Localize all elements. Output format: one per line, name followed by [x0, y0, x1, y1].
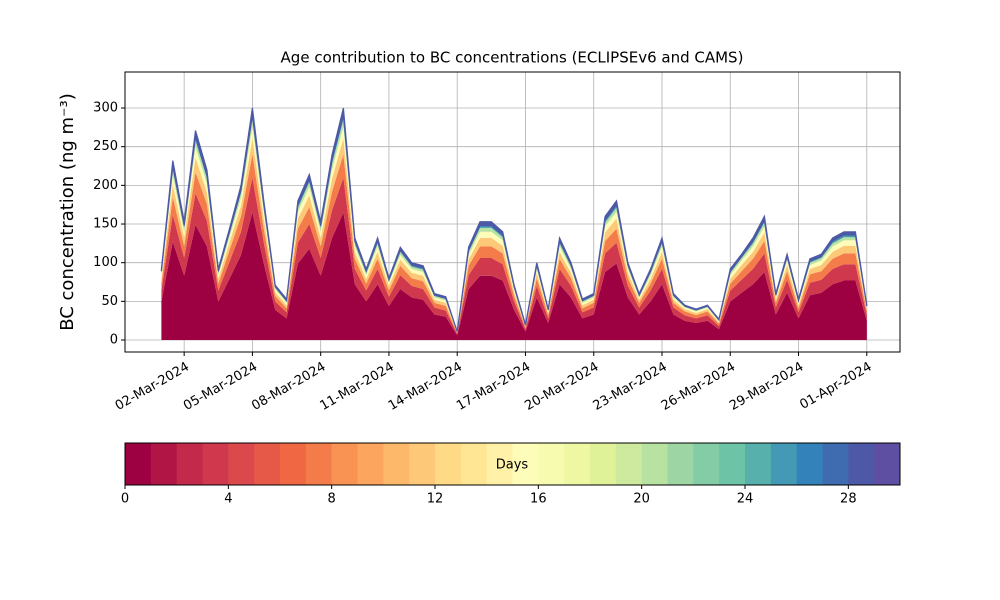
x-tick-label: 05-Mar-2024 [181, 360, 260, 414]
colorbar-bin [770, 443, 798, 485]
colorbar-label: Days [496, 458, 529, 473]
colorbar-bin [331, 443, 358, 485]
chart-title: Age contribution to BC concentrations (E… [281, 49, 744, 67]
area-layer [160, 107, 868, 332]
x-tick-label: 02-Mar-2024 [113, 360, 192, 414]
colorbar-bin [435, 443, 462, 485]
x-tick-label: 17-Mar-2024 [454, 360, 533, 414]
colorbar-bin [176, 443, 203, 485]
y-tick-label: 150 [93, 217, 118, 232]
axes-frame [124, 71, 901, 353]
colorbar-bin [564, 443, 591, 485]
colorbar-bin [796, 443, 823, 485]
area-layer [161, 126, 867, 333]
colorbar-tick-label: 20 [633, 492, 650, 507]
colorbar-bin [150, 443, 178, 485]
colorbar-tick-label: 8 [328, 492, 336, 507]
colorbar-bin [874, 443, 901, 485]
colorbar-bin [667, 443, 694, 485]
colorbar-bin [383, 443, 410, 485]
colorbar-bin [228, 443, 255, 485]
colorbar-bin [280, 443, 307, 485]
colorbar-bin [641, 443, 668, 485]
x-tick-label: 23-Mar-2024 [591, 360, 670, 414]
area-layer [161, 177, 867, 336]
colorbar-tick-label: 24 [737, 492, 754, 507]
y-tick-label: 0 [110, 333, 118, 348]
colorbar-bin [822, 443, 849, 485]
colorbar-tick-label: 4 [224, 492, 232, 507]
area-layer [161, 138, 867, 334]
colorbar-bin [693, 443, 720, 485]
colorbar-bin [409, 443, 436, 485]
colorbar-bin [719, 443, 746, 485]
colorbar [125, 443, 901, 485]
colorbar-tick-label: 12 [427, 492, 444, 507]
colorbar-bin [202, 443, 229, 485]
x-tick-label: 26-Mar-2024 [659, 360, 738, 414]
y-tick-label: 100 [93, 255, 118, 270]
colorbar-tick-label: 28 [840, 492, 857, 507]
colorbar-tick-label: 0 [121, 492, 129, 507]
colorbar-tick-label: 16 [530, 492, 547, 507]
colorbar-bin [125, 443, 152, 485]
y-tick-label: 200 [93, 178, 118, 193]
x-tick-label: 14-Mar-2024 [386, 360, 465, 414]
colorbar-bin [460, 443, 488, 485]
plot-area [125, 72, 900, 352]
colorbar-frame [124, 442, 901, 486]
x-tick-label: 29-Mar-2024 [727, 360, 806, 414]
colorbar-bin [305, 443, 333, 485]
area-layer [161, 212, 867, 340]
colorbar-bin [745, 443, 772, 485]
colorbar-bin [538, 443, 565, 485]
x-tick-label: 01-Apr-2024 [797, 360, 874, 413]
colorbar-bin [254, 443, 281, 485]
y-axis-label: BC concentration (ng m⁻³) [57, 93, 78, 331]
colorbar-bin [486, 443, 513, 485]
colorbar-bin [615, 443, 643, 485]
colorbar-bin [848, 443, 875, 485]
colorbar-bin [357, 443, 384, 485]
areas [160, 107, 868, 340]
x-tick-label: 20-Mar-2024 [522, 360, 601, 414]
y-tick-label: 50 [101, 294, 118, 309]
y-tick-label: 250 [93, 139, 118, 154]
area-layer [161, 154, 867, 334]
colorbar-bin [512, 443, 539, 485]
colorbar-bin [590, 443, 617, 485]
y-tick-label: 300 [93, 101, 118, 116]
x-tick-label: 11-Mar-2024 [318, 360, 397, 414]
x-tick-label: 08-Mar-2024 [249, 360, 328, 414]
